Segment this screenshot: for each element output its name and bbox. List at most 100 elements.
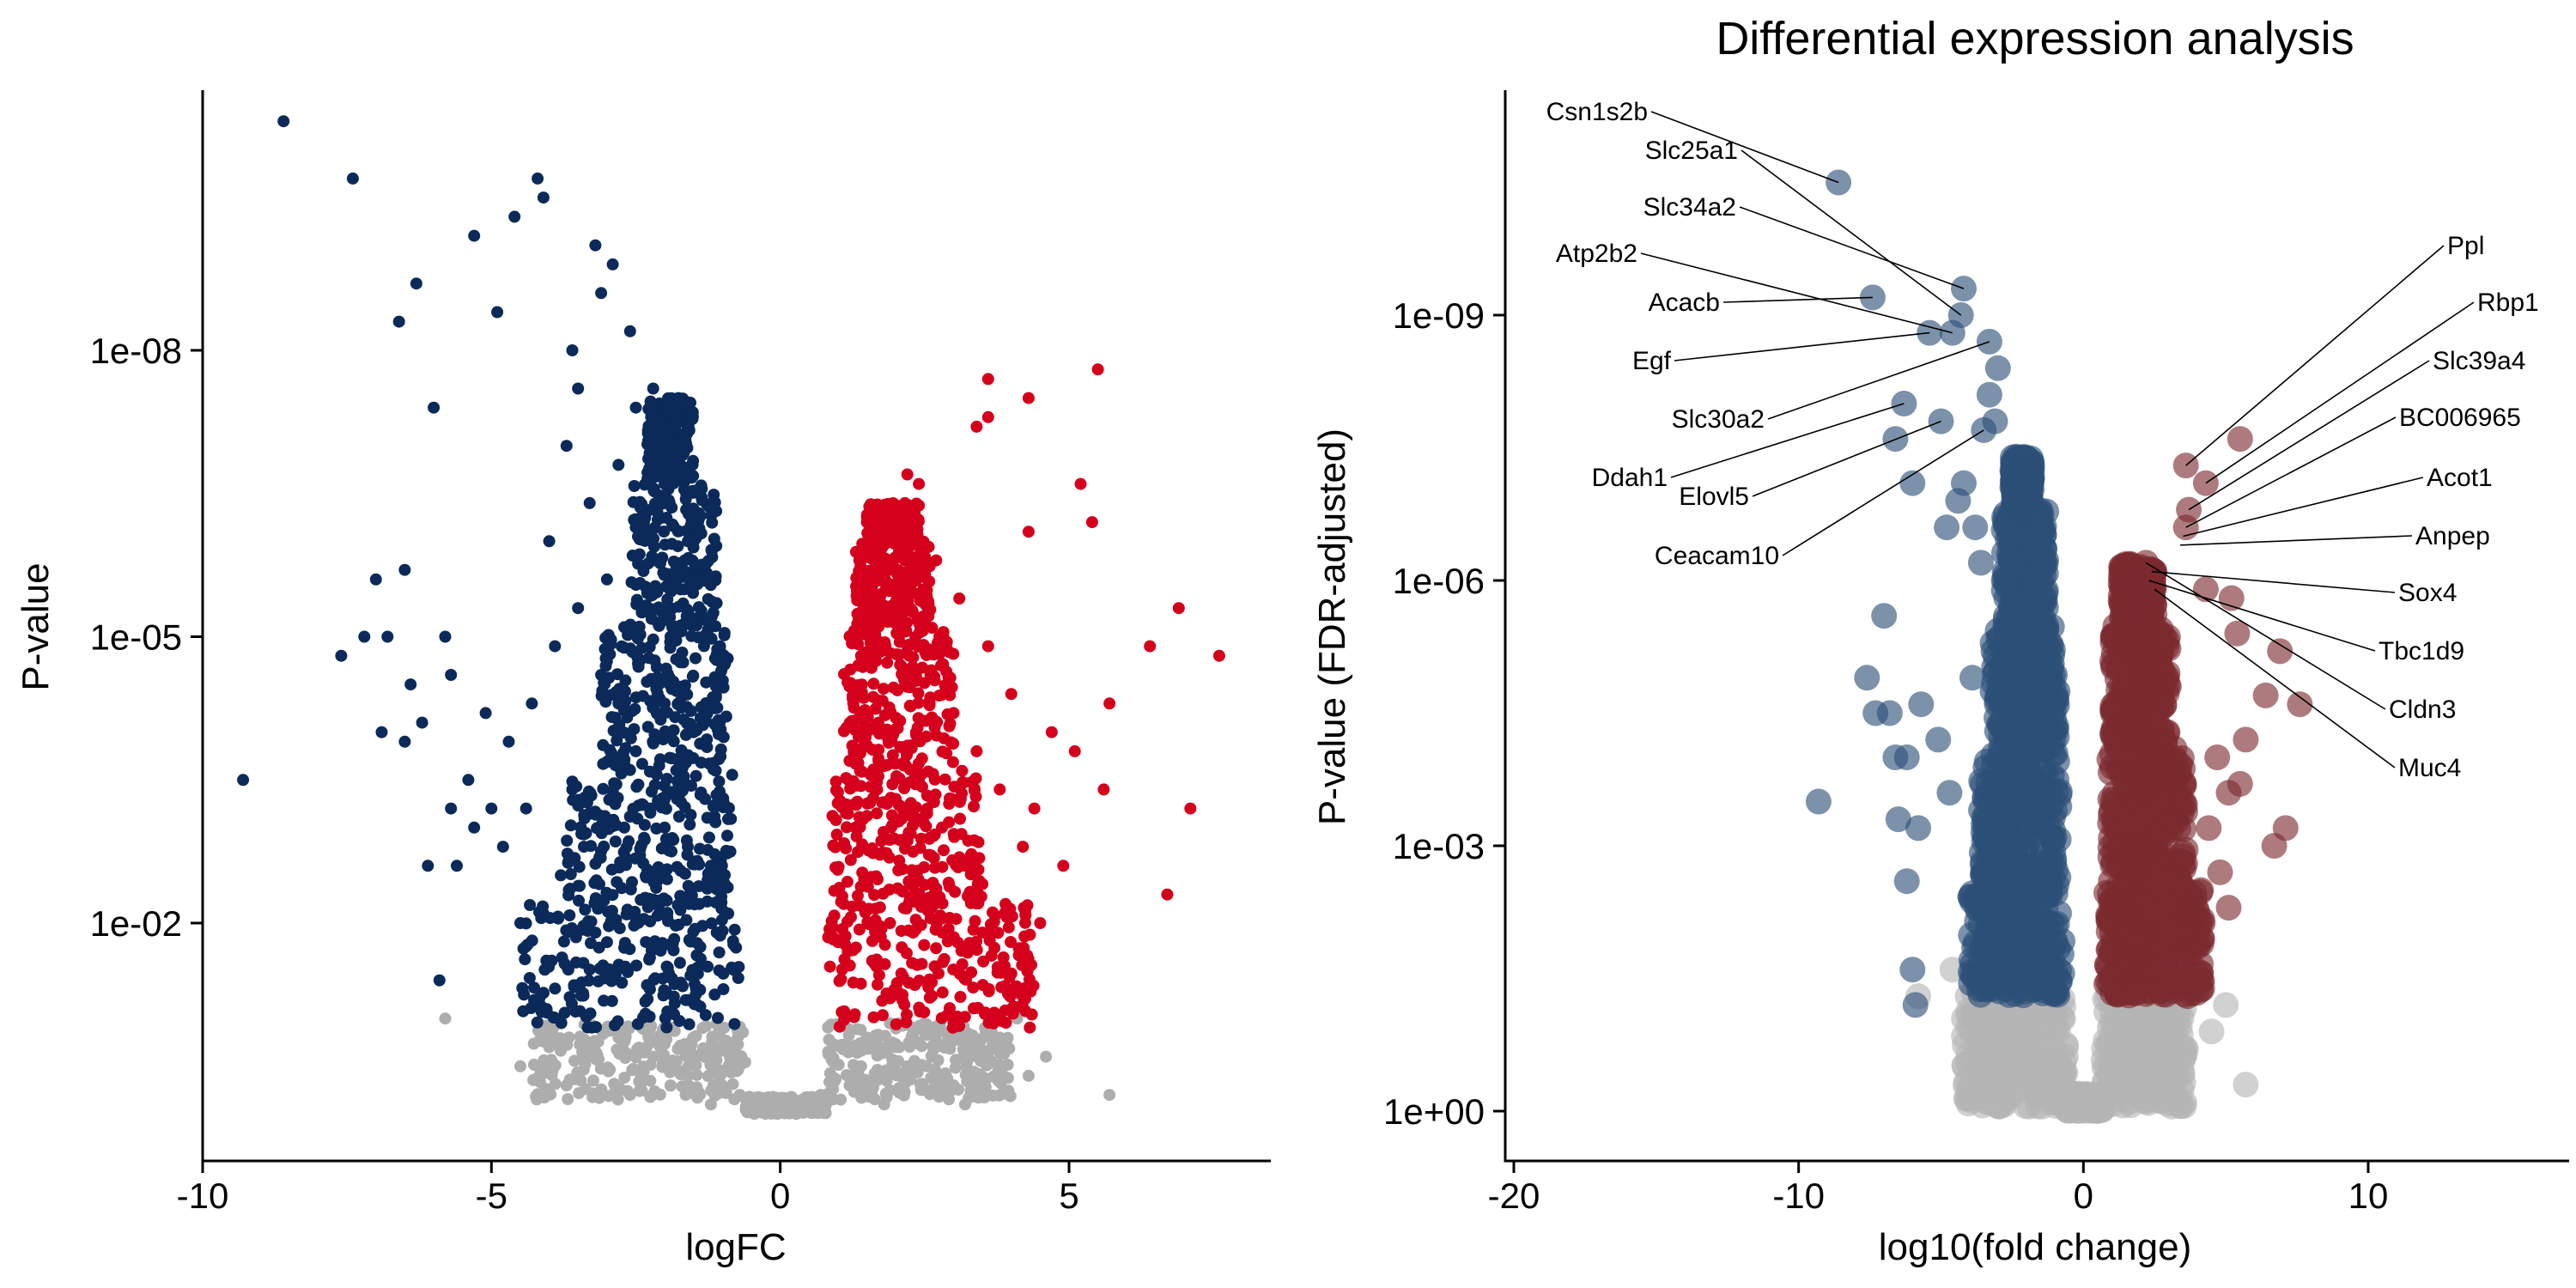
- ns-point: [1988, 1036, 2014, 1062]
- ns-point: [641, 1041, 653, 1054]
- down-point: [693, 897, 706, 910]
- up-point: [913, 1001, 926, 1014]
- up-point: [943, 720, 956, 732]
- ns-point: [682, 1069, 694, 1082]
- down-point: [668, 997, 681, 1010]
- up-point: [1184, 802, 1197, 815]
- up-point: [880, 847, 893, 860]
- down-point: [583, 963, 596, 976]
- down-point: [600, 936, 613, 949]
- down-point: [631, 1018, 644, 1030]
- up-point: [962, 890, 974, 902]
- up-point: [868, 644, 881, 657]
- down-point: [1969, 771, 1996, 798]
- ns-point: [714, 1029, 726, 1042]
- ns-point: [762, 1103, 775, 1115]
- down-point: [555, 869, 568, 882]
- up-point: [851, 890, 864, 902]
- up-point: [865, 512, 878, 525]
- down-point: [657, 733, 670, 746]
- ns-point: [893, 1082, 906, 1094]
- down-point: [720, 881, 733, 894]
- down-point: [2017, 947, 2044, 974]
- down-point: [619, 742, 632, 755]
- ns-point: [2134, 1087, 2160, 1114]
- ns-point: [679, 1089, 692, 1102]
- ns-point: [901, 1060, 914, 1072]
- down-point: [690, 652, 702, 665]
- down-point: [580, 1011, 592, 1024]
- up-point: [841, 807, 854, 820]
- up-point: [1172, 602, 1185, 615]
- down-point: [633, 653, 646, 665]
- up-point: [823, 960, 836, 973]
- down-point: [613, 922, 626, 934]
- up-point: [860, 659, 872, 672]
- down-point: [635, 498, 648, 511]
- down-point: [605, 746, 617, 759]
- down-point: [598, 810, 611, 823]
- down-point: [655, 801, 668, 814]
- up-point: [907, 845, 920, 858]
- down-point: [2036, 668, 2062, 695]
- up-point: [1016, 998, 1029, 1011]
- up-point: [908, 525, 921, 538]
- down-point: [708, 652, 721, 665]
- down-point: [613, 861, 626, 874]
- down-point: [517, 1005, 530, 1018]
- up-point: [902, 896, 915, 908]
- ns-point: [975, 1033, 988, 1046]
- down-point: [715, 860, 728, 872]
- ns-point: [2213, 992, 2239, 1018]
- ns-point: [2099, 1072, 2125, 1098]
- up-point: [928, 773, 941, 786]
- up-point: [911, 641, 924, 653]
- up-point: [890, 1018, 902, 1030]
- up-point: [1045, 726, 1058, 738]
- down-point: [572, 382, 585, 395]
- up-point: [981, 640, 994, 653]
- up-point: [827, 921, 839, 934]
- down-point: [610, 686, 623, 699]
- down-point: [662, 494, 675, 507]
- up-point: [886, 749, 899, 762]
- ns-point: [722, 1060, 735, 1072]
- ns-point: [904, 1073, 917, 1085]
- down-point: [660, 1021, 673, 1034]
- down-point: [618, 821, 630, 834]
- down-point: [703, 871, 716, 884]
- up-point: [933, 690, 945, 702]
- down-point: [695, 527, 708, 540]
- down-point: [672, 811, 685, 823]
- up-point: [944, 671, 957, 684]
- up-point: [881, 526, 894, 539]
- down-point: [2037, 875, 2063, 901]
- down-point: [237, 774, 250, 787]
- ns-point: [944, 1042, 957, 1055]
- up-point: [870, 953, 883, 966]
- down-point: [1994, 865, 2020, 891]
- down-point: [701, 811, 714, 824]
- down-point: [645, 403, 658, 416]
- down-point: [1969, 851, 1996, 878]
- down-point: [713, 753, 726, 766]
- y-tick-label: 1e-02: [90, 903, 182, 944]
- x-tick-label: 0: [770, 1176, 790, 1216]
- up-point: [973, 852, 986, 865]
- down-point: [664, 630, 677, 643]
- up-point: [857, 691, 870, 704]
- up-point: [1022, 392, 1035, 404]
- ns-point: [610, 1081, 622, 1094]
- ns-point: [2059, 1093, 2086, 1120]
- up-point: [828, 909, 841, 922]
- up-point: [884, 501, 897, 514]
- down-point: [398, 735, 411, 748]
- up-point: [1005, 936, 1017, 948]
- down-point: [1996, 706, 2023, 732]
- up-point: [830, 829, 843, 841]
- down-point: [687, 926, 700, 938]
- down-point: [717, 983, 730, 995]
- down-point: [445, 802, 458, 815]
- ns-point: [932, 1054, 945, 1066]
- down-point: [654, 945, 667, 957]
